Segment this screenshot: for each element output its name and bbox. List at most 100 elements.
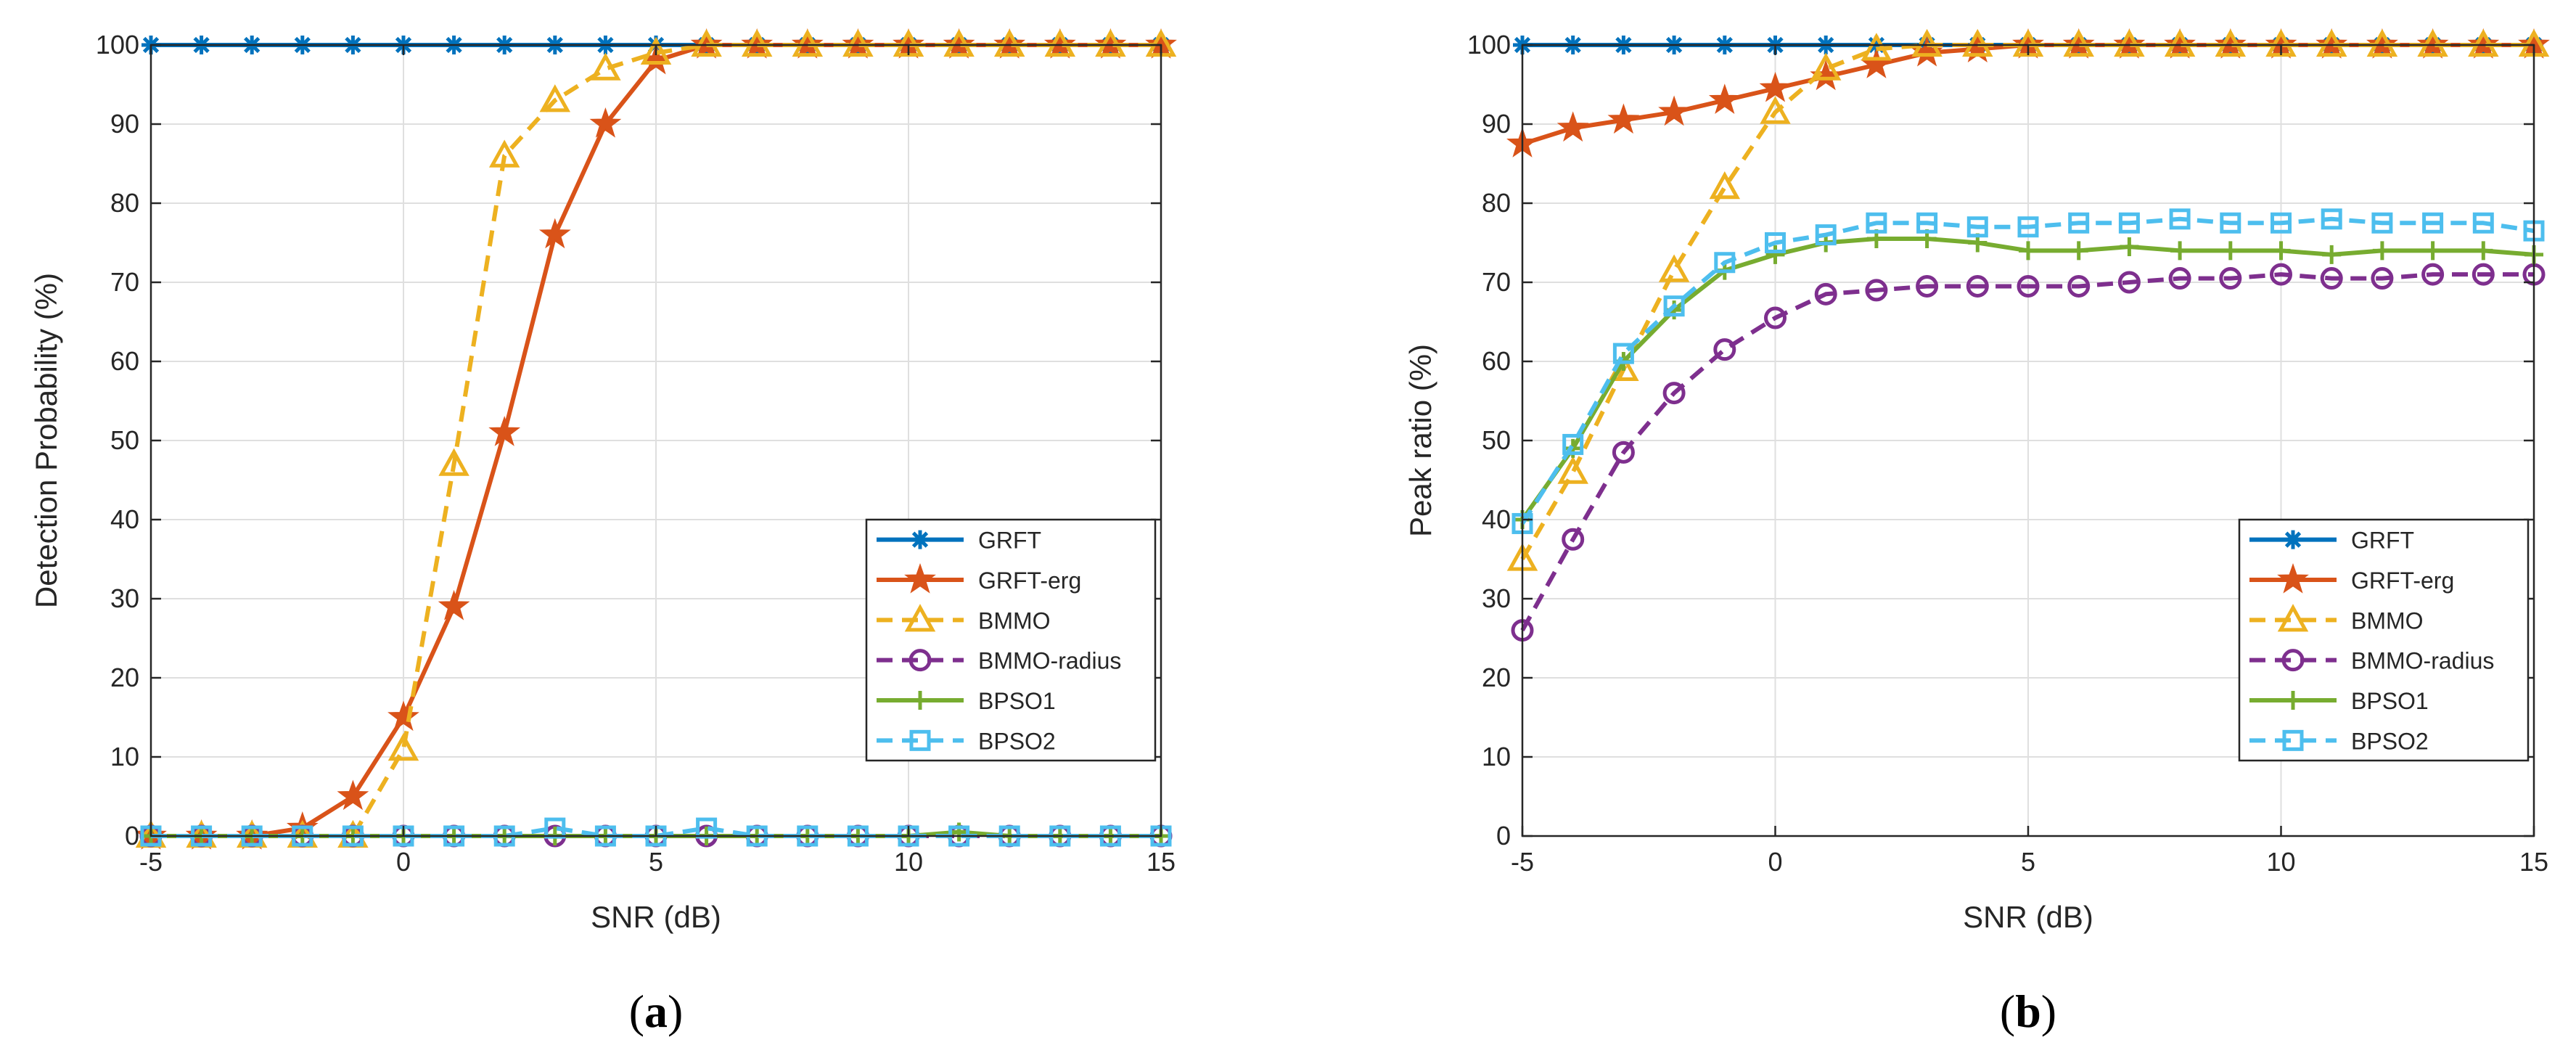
data-point [387,732,419,761]
data-point [1562,433,1584,455]
data-point [2321,208,2342,230]
data-point [1663,295,1685,317]
data-point [2017,216,2039,238]
data-point [538,218,571,249]
legend-marker [911,691,930,710]
x-axis-label: SNR (dB) [1963,900,2093,934]
data-point [1662,382,1686,405]
x-tick-label: -5 [1511,847,1534,877]
legend-label: BPSO1 [2351,688,2429,714]
legend-marker [2284,691,2302,710]
data-point [2220,241,2240,261]
y-tick-label: 80 [1482,188,1511,218]
legend-label: BPSO2 [978,728,1056,754]
data-point [691,28,722,57]
data-point [1095,28,1126,57]
x-tick-label: 10 [894,847,923,877]
data-point [2114,28,2145,57]
data-point [1709,171,1741,200]
legend-label: GRFT [978,528,1041,554]
y-tick-label: 40 [1482,504,1511,534]
data-point [1714,252,1736,274]
x-tick-label: 15 [2519,847,2548,877]
data-point [2164,28,2196,57]
legend-marker [2277,604,2309,632]
legend-marker [911,530,930,549]
data-point [2068,212,2090,234]
legend-marker [904,562,936,594]
y-tick-label: 80 [110,188,139,218]
data-point [2118,212,2140,234]
data-point [1607,103,1640,134]
data-point [1810,52,1842,81]
legend-label: GRFT [2351,528,2414,554]
data-point [2371,212,2393,234]
data-point [488,139,520,168]
y-tick-label: 90 [110,109,139,139]
legend-entry: BMMO-radius [2249,648,2494,674]
x-tick-label: 10 [2266,847,2295,877]
x-tick-label: 5 [649,847,663,877]
legend-entry: BMMO [877,604,1051,634]
x-tick-label: -5 [139,847,163,877]
data-point [2019,241,2038,261]
legend-entry: GRFT-erg [877,562,1081,594]
data-point [2117,271,2141,294]
y-tick-label: 70 [1482,267,1511,297]
data-point [2215,28,2247,57]
legend: GRFT GRFT-erg BMMO BMMO-radius BPSO1 BPSO2 [2238,518,2530,762]
data-point [741,28,773,57]
data-point [2315,28,2347,57]
legend-label: BMMO-radius [2351,648,2494,674]
y-tick-label: 20 [110,663,139,692]
data-point [1708,83,1741,114]
data-point [1765,232,1786,253]
data-point [1765,245,1785,264]
caption-paren-close: ) [2041,986,2056,1037]
x-axis-label: SNR (dB) [591,900,721,934]
x-tick-label: 5 [2021,847,2035,877]
legend-entry: BPSO2 [2249,728,2429,754]
legend-entry: GRFT [2249,528,2414,554]
data-point [1043,28,1076,59]
data-point [2467,28,2500,59]
y-tick-label: 60 [110,346,139,376]
legend-entry: BPSO2 [877,728,1056,754]
data-point [2468,28,2499,57]
data-point [1815,224,1837,246]
data-point [640,36,672,65]
data-point [2220,212,2241,234]
data-point [2417,28,2448,57]
data-point [2067,274,2091,298]
data-point [1966,216,1988,238]
y-tick-label: 30 [110,583,139,613]
data-point [1713,338,1736,361]
legend-entry: GRFT-erg [2249,562,2454,594]
legend-entry: BMMO [2249,604,2424,634]
data-point [2069,241,2088,261]
data-point [1866,212,1887,234]
data-point [1612,441,1635,464]
y-tick-label: 0 [125,821,139,851]
data-point [2063,28,2094,57]
y-axis-label: Peak ratio (%) [1403,344,1437,537]
y-tick-label: 40 [110,504,139,534]
y-tick-label: 0 [1496,821,1511,851]
legend-label: GRFT-erg [2351,568,2454,594]
y-tick-label: 50 [110,425,139,455]
data-point [2270,263,2292,286]
data-point [943,28,975,59]
data-point [2474,241,2493,261]
legend-entry: BPSO1 [2249,688,2429,714]
y-axis-label: Detection Probability (%) [29,273,63,608]
data-point [2271,212,2292,234]
data-point [1916,274,1939,298]
caption-paren-open: ( [629,986,644,1037]
data-point [2472,212,2494,234]
data-point [1556,111,1589,142]
caption-paren-close: ) [668,986,683,1037]
data-point [2169,208,2191,230]
data-point [842,28,874,59]
data-point [2472,263,2495,286]
